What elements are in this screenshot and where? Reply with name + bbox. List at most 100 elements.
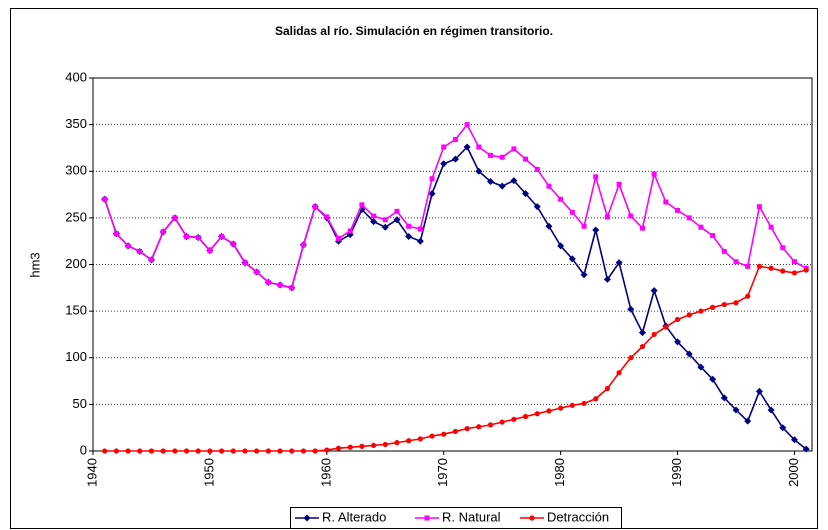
x-tick-label: 1970 [435, 458, 450, 487]
y-tick-label: 150 [65, 303, 87, 318]
marker [184, 234, 190, 240]
marker [755, 387, 763, 395]
marker [381, 223, 389, 231]
marker [172, 215, 178, 221]
marker [627, 305, 635, 313]
marker [300, 448, 307, 454]
marker [300, 242, 306, 248]
legend-label: R. Alterado [322, 509, 386, 524]
legend-label: R. Natural [442, 509, 501, 524]
marker [394, 208, 400, 214]
marker [533, 203, 541, 211]
marker [686, 215, 692, 221]
marker [113, 448, 119, 454]
marker [463, 143, 471, 151]
marker [593, 396, 599, 402]
marker [394, 440, 400, 446]
marker [160, 229, 166, 235]
marker [370, 218, 378, 226]
y-tick-label: 100 [65, 349, 87, 364]
marker [569, 402, 575, 408]
marker [207, 448, 213, 454]
marker [393, 216, 401, 224]
marker [172, 448, 178, 454]
marker [663, 199, 669, 205]
marker [581, 400, 587, 407]
marker [674, 338, 682, 346]
marker [359, 202, 365, 208]
marker [697, 363, 705, 371]
marker [242, 448, 248, 454]
marker [639, 343, 646, 350]
marker [303, 514, 311, 522]
marker [698, 224, 704, 230]
marker [698, 308, 704, 314]
marker [230, 241, 236, 247]
marker [628, 213, 634, 219]
marker [604, 214, 610, 220]
marker [791, 259, 797, 265]
marker [558, 196, 564, 202]
marker [464, 426, 470, 432]
marker [720, 394, 728, 402]
marker [113, 231, 119, 237]
marker [312, 204, 318, 210]
marker [452, 428, 459, 435]
marker [324, 214, 330, 220]
marker [265, 279, 271, 285]
marker [791, 270, 798, 276]
marker [790, 436, 798, 444]
x-tick-label: 1990 [669, 458, 684, 487]
marker [721, 301, 727, 308]
y-tick-label: 200 [65, 256, 87, 271]
marker [558, 405, 564, 411]
marker [417, 436, 423, 442]
marker [429, 176, 435, 182]
marker [382, 441, 388, 448]
marker [406, 223, 412, 229]
marker [721, 248, 727, 254]
marker [424, 515, 430, 521]
marker [359, 443, 365, 449]
marker [744, 417, 752, 425]
x-tick-label: 2000 [786, 458, 801, 487]
marker [663, 324, 669, 330]
marker [651, 331, 657, 338]
marker [709, 375, 717, 383]
marker [440, 160, 448, 168]
marker [675, 207, 681, 213]
marker [568, 255, 576, 263]
marker [441, 144, 447, 150]
marker [254, 448, 260, 454]
marker [803, 267, 809, 273]
marker [745, 293, 751, 299]
marker [102, 448, 108, 454]
marker [406, 438, 412, 444]
marker [160, 448, 166, 454]
marker [498, 182, 506, 190]
marker [685, 350, 693, 358]
y-tick-label: 400 [65, 69, 87, 84]
marker [546, 408, 552, 414]
y-tick-label: 0 [80, 442, 87, 457]
marker [756, 204, 762, 210]
marker [732, 406, 740, 414]
marker [265, 448, 271, 454]
marker [476, 144, 482, 150]
marker [534, 411, 540, 417]
marker [779, 424, 787, 432]
marker [347, 444, 353, 450]
marker [428, 190, 436, 198]
marker [522, 190, 530, 198]
marker [616, 181, 622, 187]
marker [569, 209, 575, 215]
marker [324, 447, 330, 453]
marker [242, 260, 248, 266]
marker [289, 448, 295, 454]
marker [650, 287, 658, 295]
marker [499, 154, 505, 160]
marker [802, 445, 810, 453]
marker [347, 228, 353, 234]
marker [336, 235, 342, 241]
marker [628, 355, 634, 361]
